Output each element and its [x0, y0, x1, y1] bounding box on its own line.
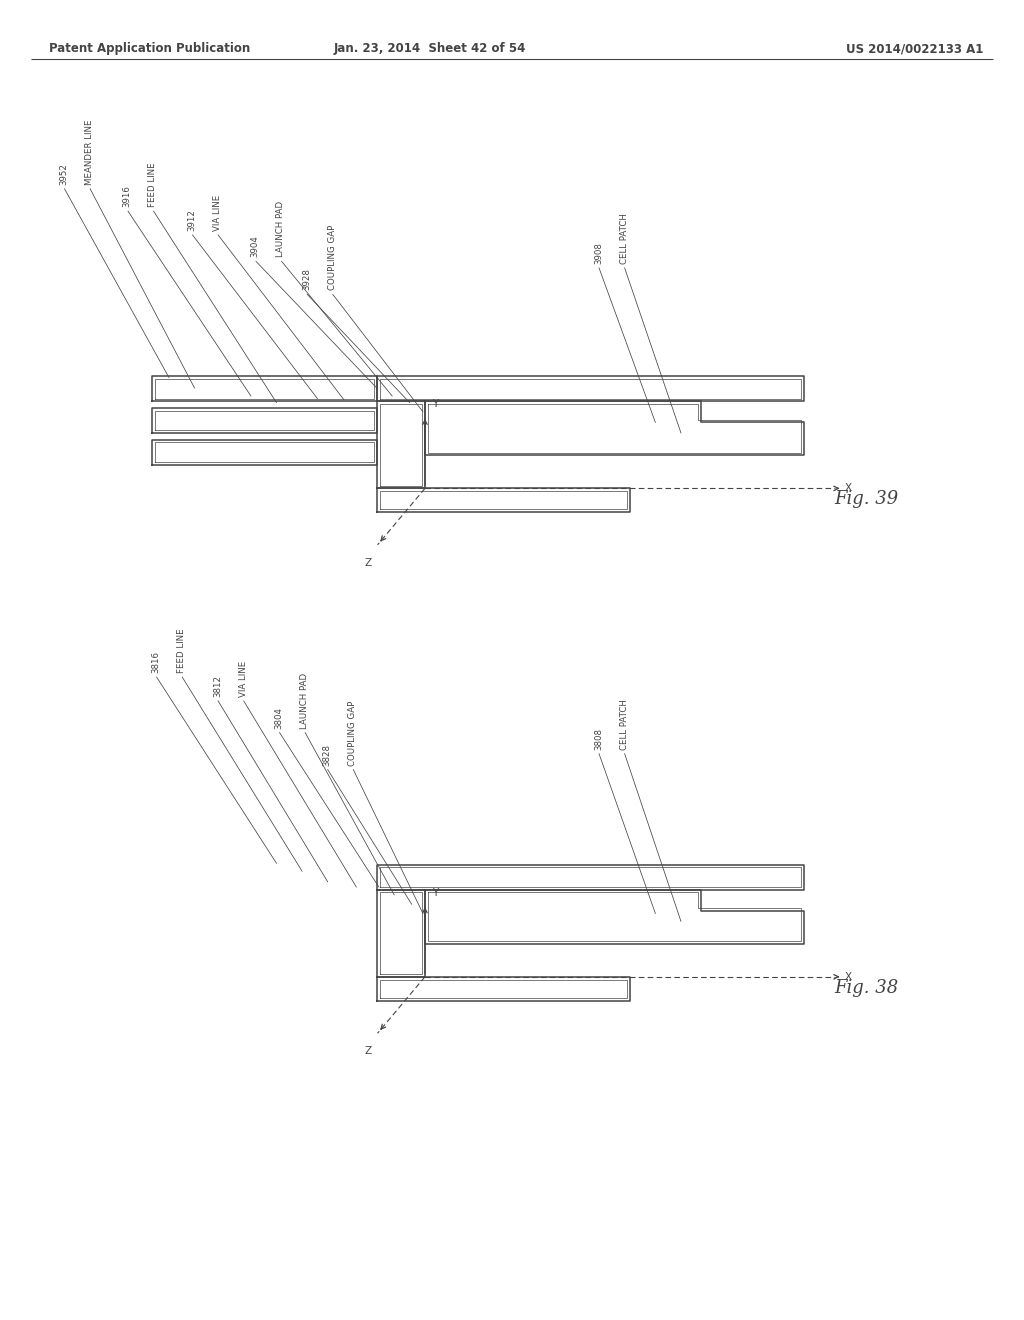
Text: Fig. 39: Fig. 39 [835, 490, 899, 508]
Text: 3904: 3904 [251, 235, 260, 257]
Text: Y: Y [432, 887, 438, 898]
Text: US 2014/0022133 A1: US 2014/0022133 A1 [846, 42, 983, 55]
Text: 3952: 3952 [59, 162, 69, 185]
Text: VIA LINE: VIA LINE [239, 661, 248, 697]
Text: 3812: 3812 [213, 675, 222, 697]
Text: CELL PATCH: CELL PATCH [620, 213, 629, 264]
Text: 3916: 3916 [123, 185, 132, 207]
Text: Patent Application Publication: Patent Application Publication [49, 42, 251, 55]
Text: X: X [845, 483, 852, 494]
Text: Z: Z [365, 1045, 372, 1056]
Text: 3912: 3912 [187, 209, 197, 231]
Text: FEED LINE: FEED LINE [148, 162, 158, 207]
Text: 3908: 3908 [594, 242, 603, 264]
Text: CELL PATCH: CELL PATCH [620, 698, 629, 750]
Text: 3816: 3816 [152, 651, 161, 673]
Text: X: X [845, 972, 852, 982]
Text: 3828: 3828 [323, 743, 332, 766]
Text: Y: Y [432, 399, 438, 409]
Text: LAUNCH PAD: LAUNCH PAD [276, 201, 286, 257]
Text: Z: Z [365, 557, 372, 568]
Text: Jan. 23, 2014  Sheet 42 of 54: Jan. 23, 2014 Sheet 42 of 54 [334, 42, 526, 55]
Text: 3804: 3804 [274, 706, 284, 729]
Text: MEANDER LINE: MEANDER LINE [85, 119, 94, 185]
Text: FEED LINE: FEED LINE [177, 628, 186, 673]
Text: Fig. 38: Fig. 38 [835, 978, 899, 997]
Text: COUPLING GAP: COUPLING GAP [348, 701, 357, 766]
Text: COUPLING GAP: COUPLING GAP [328, 226, 337, 290]
Text: VIA LINE: VIA LINE [213, 195, 222, 231]
Text: 3808: 3808 [594, 727, 603, 750]
Text: LAUNCH PAD: LAUNCH PAD [300, 672, 309, 729]
Text: 3928: 3928 [302, 268, 311, 290]
